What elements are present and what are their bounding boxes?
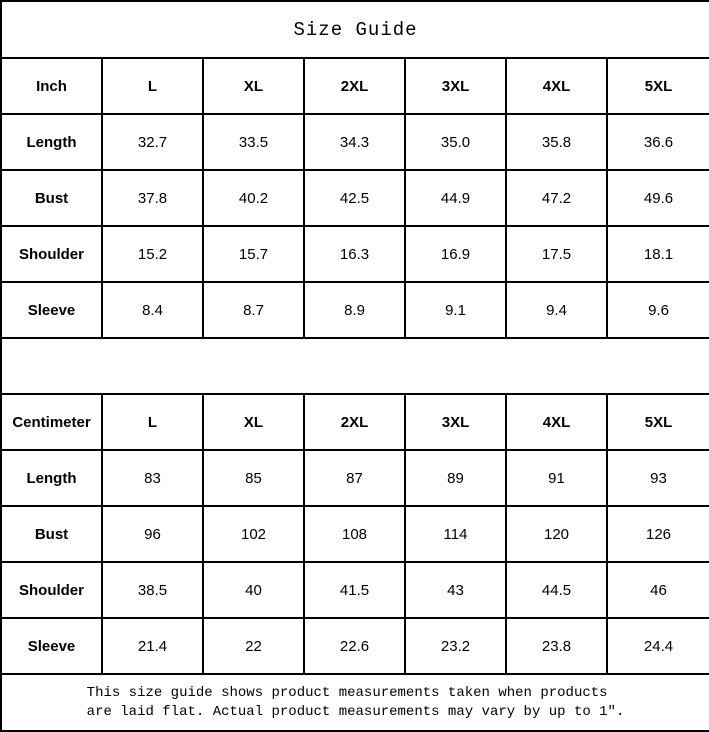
- value-cell: 8.7: [202, 281, 305, 339]
- row-label: Shoulder: [0, 225, 103, 283]
- table-row: Shoulder 38.5 40 41.5 43 44.5 46: [0, 561, 709, 619]
- value-cell: 85: [202, 449, 305, 507]
- size-header: 4XL: [505, 57, 608, 115]
- value-cell: 93: [605, 449, 709, 507]
- size-header: 5XL: [605, 57, 709, 115]
- cm-unit-label: Centimeter: [0, 393, 103, 451]
- value-cell: 102: [202, 505, 305, 563]
- row-label: Length: [0, 113, 103, 171]
- value-cell: 38.5: [101, 561, 204, 619]
- table-row: Sleeve 21.4 22 22.6 23.2 23.8 24.4: [0, 617, 709, 675]
- value-cell: 9.1: [404, 281, 507, 339]
- spacer-cell: [0, 337, 709, 395]
- size-header: 2XL: [303, 57, 406, 115]
- value-cell: 46: [605, 561, 709, 619]
- inch-unit-label: Inch: [0, 57, 103, 115]
- size-header: L: [101, 393, 204, 451]
- value-cell: 40.2: [202, 169, 305, 227]
- footer-line-1: This size guide shows product measuremen…: [86, 684, 608, 701]
- value-cell: 9.4: [505, 281, 608, 339]
- value-cell: 23.8: [505, 617, 608, 675]
- row-label: Length: [0, 449, 103, 507]
- value-cell: 87: [303, 449, 406, 507]
- value-cell: 44.5: [505, 561, 608, 619]
- row-label: Sleeve: [0, 617, 103, 675]
- value-cell: 126: [605, 505, 709, 563]
- value-cell: 8.4: [101, 281, 204, 339]
- value-cell: 35.8: [505, 113, 608, 171]
- table-row: Length 83 85 87 89 91 93: [0, 449, 709, 507]
- value-cell: 16.3: [303, 225, 406, 283]
- title-row: Size Guide: [0, 0, 709, 59]
- value-cell: 15.2: [101, 225, 204, 283]
- size-header: XL: [202, 57, 305, 115]
- value-cell: 91: [505, 449, 608, 507]
- inch-header-row: Inch L XL 2XL 3XL 4XL 5XL: [0, 57, 709, 115]
- table-row: Bust 96 102 108 114 120 126: [0, 505, 709, 563]
- row-label: Shoulder: [0, 561, 103, 619]
- value-cell: 16.9: [404, 225, 507, 283]
- value-cell: 120: [505, 505, 608, 563]
- size-header: L: [101, 57, 204, 115]
- value-cell: 35.0: [404, 113, 507, 171]
- value-cell: 37.8: [101, 169, 204, 227]
- value-cell: 114: [404, 505, 507, 563]
- value-cell: 23.2: [404, 617, 507, 675]
- value-cell: 44.9: [404, 169, 507, 227]
- value-cell: 24.4: [605, 617, 709, 675]
- footer-note-text: This size guide shows product measuremen…: [87, 684, 625, 722]
- value-cell: 9.6: [605, 281, 709, 339]
- cm-header-row: Centimeter L XL 2XL 3XL 4XL 5XL: [0, 393, 709, 451]
- spacer-row: [0, 337, 709, 395]
- table-row: Sleeve 8.4 8.7 8.9 9.1 9.4 9.6: [0, 281, 709, 339]
- row-label: Sleeve: [0, 281, 103, 339]
- size-header: 3XL: [404, 57, 507, 115]
- value-cell: 18.1: [605, 225, 709, 283]
- value-cell: 49.6: [605, 169, 709, 227]
- value-cell: 43: [404, 561, 507, 619]
- footer-row: This size guide shows product measuremen…: [0, 673, 709, 732]
- value-cell: 108: [303, 505, 406, 563]
- size-header: 4XL: [505, 393, 608, 451]
- size-header: 3XL: [404, 393, 507, 451]
- table-row: Shoulder 15.2 15.7 16.3 16.9 17.5 18.1: [0, 225, 709, 283]
- value-cell: 34.3: [303, 113, 406, 171]
- value-cell: 8.9: [303, 281, 406, 339]
- row-label: Bust: [0, 169, 103, 227]
- value-cell: 22.6: [303, 617, 406, 675]
- value-cell: 17.5: [505, 225, 608, 283]
- value-cell: 40: [202, 561, 305, 619]
- size-header: XL: [202, 393, 305, 451]
- size-header: 2XL: [303, 393, 406, 451]
- value-cell: 83: [101, 449, 204, 507]
- table-row: Length 32.7 33.5 34.3 35.0 35.8 36.6: [0, 113, 709, 171]
- value-cell: 89: [404, 449, 507, 507]
- value-cell: 41.5: [303, 561, 406, 619]
- value-cell: 32.7: [101, 113, 204, 171]
- table-row: Bust 37.8 40.2 42.5 44.9 47.2 49.6: [0, 169, 709, 227]
- value-cell: 42.5: [303, 169, 406, 227]
- value-cell: 33.5: [202, 113, 305, 171]
- size-header: 5XL: [605, 393, 709, 451]
- value-cell: 47.2: [505, 169, 608, 227]
- value-cell: 22: [202, 617, 305, 675]
- value-cell: 15.7: [202, 225, 305, 283]
- row-label: Bust: [0, 505, 103, 563]
- footer-note: This size guide shows product measuremen…: [0, 673, 709, 732]
- footer-line-2: are laid flat. Actual product measuremen…: [86, 703, 625, 720]
- value-cell: 96: [101, 505, 204, 563]
- value-cell: 36.6: [605, 113, 709, 171]
- value-cell: 21.4: [101, 617, 204, 675]
- page-title: Size Guide: [0, 0, 709, 59]
